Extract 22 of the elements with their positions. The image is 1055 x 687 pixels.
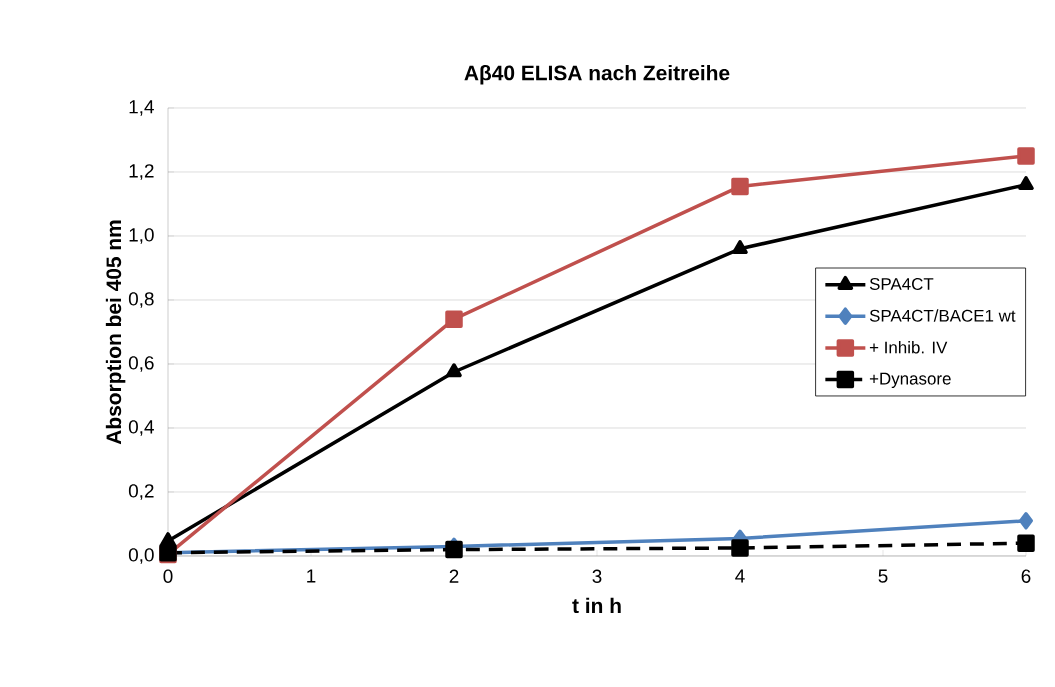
legend-label: SPA4CT/BACE1 wt xyxy=(869,309,1016,322)
y-axis-title: Absorption bei 405 nm xyxy=(105,220,126,445)
x-tick-label: 1 xyxy=(307,569,316,583)
y-tick-label: 1,2 xyxy=(129,164,154,180)
x-tick-label: 3 xyxy=(592,569,602,583)
y-tick-label: 1,0 xyxy=(129,228,154,244)
x-tick-label: 0 xyxy=(163,569,173,583)
y-tick-label: 0,0 xyxy=(128,548,154,564)
chart-title: Aβ40 ELISA nach Zeitreihe xyxy=(464,64,730,85)
x-tick-label: 2 xyxy=(449,569,459,583)
y-tick-label: 0,8 xyxy=(128,292,154,308)
x-tick-label: 5 xyxy=(878,569,888,583)
x-axis-title: t in h xyxy=(572,597,621,614)
y-tick-label: 1,4 xyxy=(129,100,154,116)
legend-label: SPA4CT xyxy=(869,278,934,291)
y-tick-label: 0,2 xyxy=(128,484,154,500)
x-tick-label: 6 xyxy=(1021,569,1031,583)
legend-label: + Inhib. IV xyxy=(869,341,948,354)
y-tick-label: 0,6 xyxy=(128,356,154,372)
y-tick-label: 0,4 xyxy=(128,420,154,436)
x-tick-label: 4 xyxy=(735,569,745,583)
legend-label: +Dynasore xyxy=(869,372,951,388)
